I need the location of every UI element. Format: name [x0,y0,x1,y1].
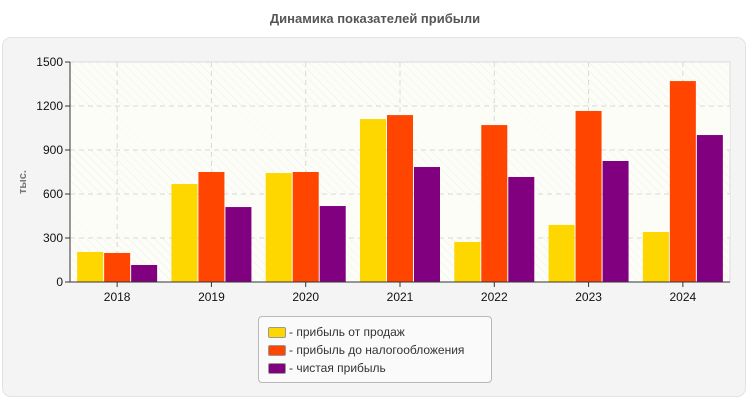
bar-2023-2 [602,161,629,282]
bar-2018-1 [104,252,131,282]
bar-2020-0 [265,173,292,282]
legend-item-net-profit: - чистая прибыль [268,359,491,377]
y-tick-label: 0 [56,275,63,289]
bar-2021-2 [414,167,440,282]
y-tick-label: 600 [43,187,63,201]
bar-2018-2 [131,264,158,282]
bar-2021-0 [360,119,386,282]
legend-swatch-yellow [268,326,286,338]
bar-2020-1 [292,172,319,282]
bar-2024-1 [669,81,696,282]
y-tick-label: 1200 [36,99,63,113]
x-tick-label: 2020 [292,290,319,304]
legend-item-sales-profit: - прибыль от продаж [268,323,491,341]
bar-2022-2 [508,176,535,282]
bar-2019-0 [171,184,198,282]
y-tick-label: 1500 [36,55,63,69]
bar-2019-2 [225,207,252,282]
x-tick-label: 2023 [575,290,602,304]
bar-2024-2 [696,135,723,282]
bar-2018-0 [77,251,104,282]
bar-2023-1 [575,110,602,282]
legend: - прибыль от продаж - прибыль до налогоо… [258,316,492,383]
svg-text:тыс.: тыс. [17,170,29,194]
bar-2019-1 [198,172,225,282]
bar-2021-1 [387,115,413,283]
legend-item-pretax-profit: - прибыль до налогообложения [268,341,491,359]
bar-2022-1 [481,125,508,282]
x-tick-label: 2018 [104,290,131,304]
legend-swatch-purple [268,362,286,374]
y-tick-label: 900 [43,143,63,157]
y-axis-label: тыс. [12,160,32,200]
x-tick-label: 2024 [670,290,697,304]
y-tick-label: 300 [43,231,63,245]
bar-2024-0 [642,231,669,282]
bar-2022-0 [454,241,481,282]
chart-title: Динамика показателей прибыли [269,11,481,26]
bar-2023-0 [548,224,575,282]
x-tick-label: 2022 [481,290,508,304]
legend-swatch-orange [268,344,286,356]
x-tick-label: 2019 [198,290,225,304]
bar-2020-2 [319,206,346,282]
x-tick-label: 2021 [387,290,414,304]
